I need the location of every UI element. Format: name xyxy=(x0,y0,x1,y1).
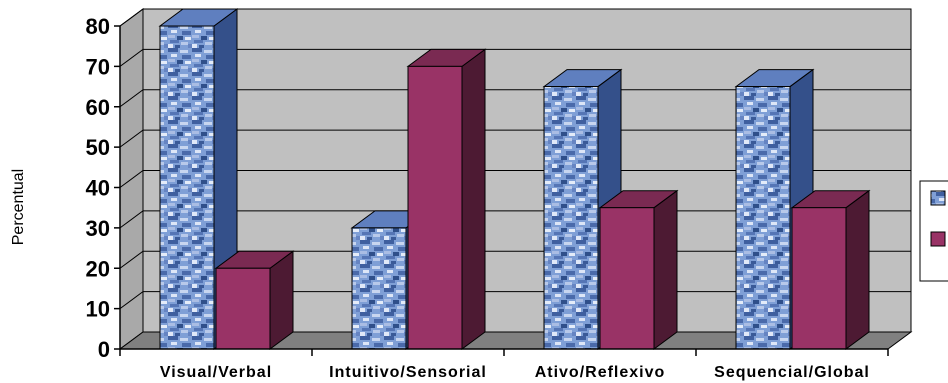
bar-side xyxy=(845,189,870,350)
bar-front xyxy=(407,65,463,350)
gridline xyxy=(119,129,911,148)
category-labels: Visual/Verbal Intuitivo/Sensorial Ativo/Re… xyxy=(160,364,870,381)
category-label: Intuitivo/Sensorial xyxy=(329,364,487,381)
y-tick-label: 0 xyxy=(98,337,110,362)
bar-front xyxy=(735,86,791,350)
gridline xyxy=(119,8,911,27)
bar-2-series-2 xyxy=(598,189,679,350)
y-tick-label: 10 xyxy=(86,297,110,322)
bar-1-series-2 xyxy=(406,48,487,350)
y-axis-title: Percentual xyxy=(10,169,27,246)
y-tick-label: 50 xyxy=(86,135,110,160)
bar-front xyxy=(543,86,599,350)
gridline xyxy=(119,48,911,67)
y-tick-label: 20 xyxy=(86,256,110,281)
bar-side xyxy=(653,189,678,350)
y-tick-label: 60 xyxy=(86,95,110,120)
bar-front xyxy=(599,207,655,350)
y-tick-label: 70 xyxy=(86,54,110,79)
bar-0-series-1 xyxy=(158,8,239,350)
y-tick-label: 80 xyxy=(86,14,110,39)
y-tick-labels: 0 10 20 30 40 50 60 70 80 xyxy=(86,14,110,362)
bar-front xyxy=(791,207,847,350)
category-label: Visual/Verbal xyxy=(160,364,272,381)
legend-swatch-series-2 xyxy=(930,231,946,247)
axes xyxy=(114,25,889,356)
bar-front xyxy=(215,267,271,350)
y-tick-label: 30 xyxy=(86,216,110,241)
bar-front xyxy=(351,227,407,350)
gridline xyxy=(119,89,911,108)
bars xyxy=(158,8,871,350)
gridline xyxy=(119,170,911,188)
bar-3-series-2 xyxy=(790,189,871,350)
category-label: Ativo/Reflexivo xyxy=(535,364,666,381)
bar-front xyxy=(159,25,215,350)
y-tick-label: 40 xyxy=(86,176,110,201)
category-label: Sequencial/Global xyxy=(714,364,870,381)
bar-side xyxy=(461,48,486,350)
bar-0-series-2 xyxy=(214,250,295,350)
legend xyxy=(919,180,948,282)
legend-swatch-series-1 xyxy=(930,190,946,206)
